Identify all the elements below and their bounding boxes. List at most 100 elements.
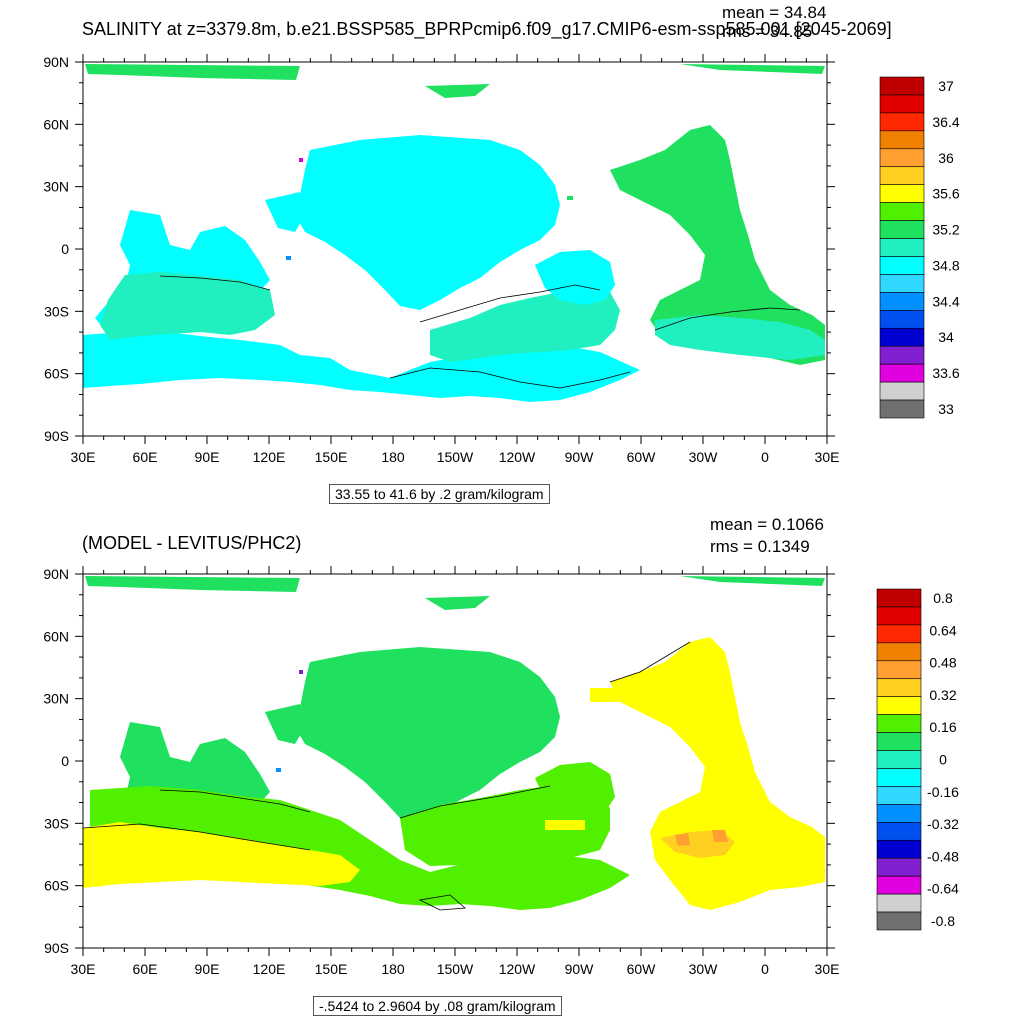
colorbar-swatch: [879, 148, 925, 168]
x-tick-label: 0: [761, 961, 769, 977]
x-tick-label: 90E: [195, 961, 220, 977]
colorbar-swatch: [879, 310, 925, 329]
colorbar-swatch: [879, 274, 925, 293]
colorbar-swatch: [876, 660, 922, 680]
colorbar-label: 0.64: [929, 622, 956, 638]
x-tick-label: 180: [381, 961, 405, 977]
y-tick-label: 90N: [43, 566, 69, 582]
colorbar-swatch: [879, 76, 925, 96]
colorbar-label: 0.8: [933, 590, 953, 606]
colorbar-swatch: [879, 292, 925, 311]
y-tick-label: 30N: [43, 179, 69, 195]
bottom-panel-title: (MODEL - LEVITUS/PHC2): [82, 533, 302, 553]
colorbar-swatch: [876, 839, 922, 859]
colorbar-label: 0.16: [929, 719, 956, 735]
x-tick-label: 120E: [253, 961, 286, 977]
colorbar-label: 36: [938, 150, 954, 166]
colorbar-swatch: [879, 94, 925, 114]
y-tick-label: 90S: [44, 940, 69, 956]
colorbar-swatch: [879, 166, 925, 185]
bottom-difference-field: [83, 576, 825, 911]
colorbar-label: 0: [939, 752, 947, 768]
top-colorbar: 37 36.4 36 35.6 35.2 34.8 34.4 34 33.6 33: [879, 76, 960, 419]
colorbar-swatch: [879, 112, 925, 132]
colorbar-swatch: [876, 768, 922, 787]
x-tick-label: 60E: [133, 449, 158, 465]
colorbar-swatch: [876, 893, 922, 913]
colorbar-label: -0.8: [931, 913, 955, 929]
colorbar-swatch: [876, 642, 922, 662]
colorbar-swatch: [879, 363, 925, 383]
colorbar-label: 34.8: [932, 257, 959, 273]
x-tick-label: 180: [381, 449, 405, 465]
x-tick-label: 120E: [253, 449, 286, 465]
y-tick-label: 60S: [44, 366, 69, 382]
x-tick-label: 30E: [815, 449, 840, 465]
x-tick-label: 30W: [689, 961, 719, 977]
top-panel-mean: mean = 34.84: [722, 3, 827, 22]
colorbar-swatch: [876, 696, 922, 715]
x-tick-label: 90E: [195, 449, 220, 465]
top-panel-rms: rms = 34.85: [722, 22, 813, 41]
colorbar-label: 0.32: [929, 687, 956, 703]
x-tick-label: 150W: [437, 449, 474, 465]
x-tick-label: 60E: [133, 961, 158, 977]
colorbar-label: 0.48: [929, 655, 956, 671]
colorbar-swatch: [876, 588, 922, 608]
y-tick-label: 30S: [44, 815, 69, 831]
bottom-panel-rms: rms = 0.1349: [710, 537, 810, 556]
colorbar-swatch: [876, 714, 922, 733]
bottom-panel-mean: mean = 0.1066: [710, 515, 824, 534]
x-tick-label: 90W: [565, 449, 595, 465]
x-tick-label: 120W: [499, 449, 536, 465]
colorbar-swatch: [876, 804, 922, 823]
x-tick-label: 120W: [499, 961, 536, 977]
bottom-contour-note: -.5424 to 2.9604 by .08 gram/kilogram: [313, 996, 562, 1016]
y-tick-label: 60N: [43, 628, 69, 644]
colorbar-swatch: [879, 202, 925, 221]
colorbar-swatch: [876, 875, 922, 895]
colorbar-label: -0.32: [927, 816, 959, 832]
colorbar-swatch: [876, 732, 922, 751]
colorbar-swatch: [876, 606, 922, 626]
colorbar-label: -0.64: [927, 881, 959, 897]
y-tick-label: 90S: [44, 428, 69, 444]
colorbar-swatch: [876, 786, 922, 805]
x-tick-label: 150E: [315, 961, 348, 977]
colorbar-label: 35.2: [932, 222, 959, 238]
x-tick-label: 30E: [815, 961, 840, 977]
y-tick-label: 0: [61, 241, 69, 257]
y-tick-label: 60S: [44, 878, 69, 894]
x-tick-label: 0: [761, 449, 769, 465]
colorbar-swatch: [879, 381, 925, 401]
top-contour-note: 33.55 to 41.6 by .2 gram/kilogram: [329, 484, 550, 504]
colorbar-label: 34: [938, 329, 954, 345]
colorbar-swatch: [879, 327, 925, 347]
top-map-axes: 30E 60E 90E 120E 150E 180 150W 120W 90W 60W 30W 0 30…: [43, 54, 839, 465]
x-tick-label: 150E: [315, 449, 348, 465]
colorbar-swatch: [879, 238, 925, 257]
colorbar-label: -0.16: [927, 784, 959, 800]
y-tick-label: 0: [61, 753, 69, 769]
colorbar-swatch: [879, 130, 925, 150]
colorbar-label: 33.6: [932, 365, 959, 381]
y-tick-label: 30S: [44, 303, 69, 319]
y-tick-label: 30N: [43, 691, 69, 707]
colorbar-label: 36.4: [932, 114, 959, 130]
y-tick-label: 60N: [43, 116, 69, 132]
colorbar-swatch: [876, 822, 922, 841]
colorbar-label: 34.4: [932, 293, 959, 309]
colorbar-swatch: [879, 184, 925, 203]
bottom-map-axes: 30E 60E 90E 120E 150E 180 150W 120W 90W 60W 30W 0 30…: [43, 566, 839, 977]
top-salinity-field: [83, 64, 825, 402]
x-tick-label: 60W: [627, 961, 657, 977]
colorbar-swatch: [879, 345, 925, 365]
y-tick-label: 90N: [43, 54, 69, 70]
colorbar-swatch: [879, 220, 925, 239]
colorbar-label: 37: [938, 78, 954, 94]
x-tick-label: 90W: [565, 961, 595, 977]
colorbar-swatch: [876, 678, 922, 697]
colorbar-swatch: [876, 857, 922, 877]
colorbar-label: 35.6: [932, 186, 959, 202]
